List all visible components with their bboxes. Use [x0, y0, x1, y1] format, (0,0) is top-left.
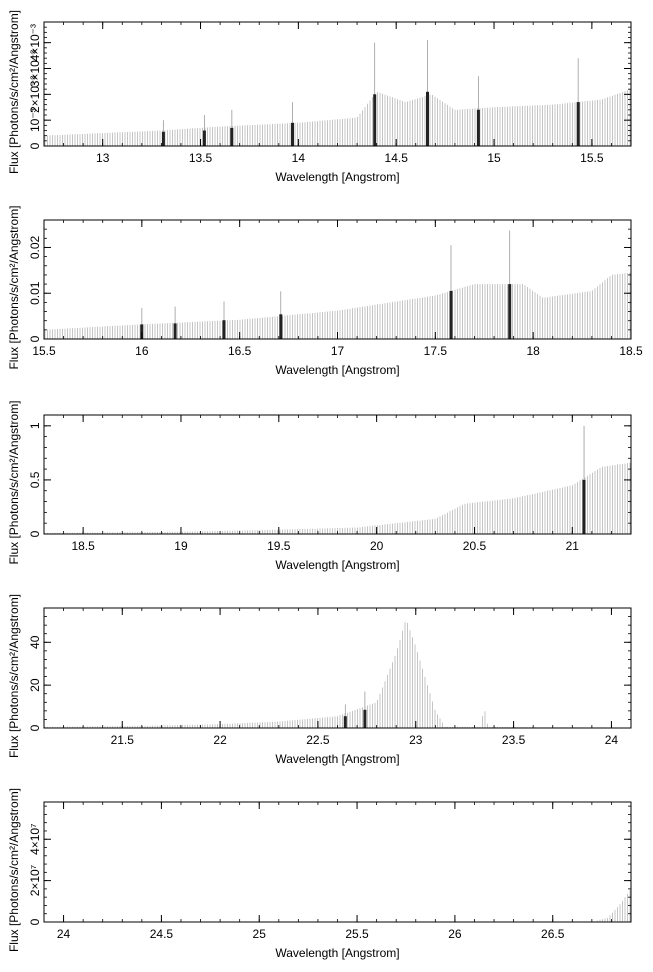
- x-tick-label: 21: [566, 539, 580, 553]
- emission-line-bar: [279, 314, 283, 339]
- emission-line-bar: [230, 127, 234, 146]
- x-tick-label: 23.5: [502, 733, 526, 747]
- x-tick-label: 16.5: [228, 344, 252, 358]
- y-axis-title: Flux [Photons/s/cm²/Angstrom]: [7, 205, 21, 369]
- y-tick-label: 0: [28, 918, 42, 925]
- x-tick-label: 17: [331, 344, 345, 358]
- x-axis-title: Wavelength [Angstrom]: [275, 558, 399, 572]
- x-tick-label: 14.5: [385, 151, 409, 165]
- x-tick-label: 25: [253, 927, 267, 941]
- y-tick-label: 0: [28, 335, 42, 342]
- y-tick-label: 0: [28, 530, 42, 537]
- x-tick-label: 14: [292, 151, 306, 165]
- x-tick-label: 26: [448, 927, 462, 941]
- x-tick-label: 13.5: [189, 151, 213, 165]
- emission-line-bar: [508, 284, 512, 339]
- emission-line-bar: [363, 709, 367, 728]
- x-axis-title: Wavelength [Angstrom]: [275, 170, 399, 184]
- x-axis-title: Wavelength [Angstrom]: [275, 363, 399, 377]
- emission-line-bar: [173, 323, 177, 339]
- y-tick-label: 10⁻³: [28, 108, 42, 132]
- y-tick-label: 0.01: [28, 281, 42, 305]
- chart-panel-3: 18.5 19 19.5 20 20.5 21 0 0.5 1 Wavelength [Angst…: [7, 400, 632, 572]
- y-tick-label: 2×10⁷: [28, 865, 42, 896]
- x-tick-label: 21.5: [111, 733, 135, 747]
- continuum-series: [592, 890, 631, 922]
- x-tick-label: 22.5: [306, 733, 330, 747]
- x-axis-title: Wavelength [Angstrom]: [275, 946, 399, 960]
- chart-panel-2: 15.5 16 16.5 17 17.5 18 18.5 0 0.01 0.02 Wavelengt…: [7, 205, 643, 377]
- y-tick-label: 4×10⁻³: [28, 24, 42, 61]
- x-tick-label: 13: [96, 151, 110, 165]
- y-tick-label: 0.02: [28, 235, 42, 259]
- y-tick-label: 1: [28, 422, 42, 429]
- x-tick-label: 26.5: [541, 927, 565, 941]
- emission-line-bar: [582, 479, 586, 534]
- y-tick-label: 0: [28, 142, 42, 149]
- x-axis-title: Wavelength [Angstrom]: [275, 752, 399, 766]
- x-tick-label: 18.5: [619, 344, 643, 358]
- x-tick-label: 25.5: [345, 927, 369, 941]
- y-tick-label: 40: [28, 635, 42, 649]
- x-tick-label: 24: [57, 927, 71, 941]
- chart-panel-1: 13 13.5 14 14.5 15 15.5 0 10⁻³2×10⁻³3×10⁻³4×10⁻…: [7, 10, 632, 184]
- x-tick-label: 20.5: [463, 539, 487, 553]
- x-tick-label: 18.5: [71, 539, 95, 553]
- x-tick-label: 19: [174, 539, 188, 553]
- chart-panel-5: 24 24.5 25 25.5 26 26.5 0 2×10⁷ 4×10⁷ Wavelength …: [7, 788, 632, 960]
- y-tick-label: 3×10⁻³: [28, 50, 42, 87]
- y-tick-label: 0.5: [28, 471, 42, 488]
- emission-line-bar: [140, 324, 144, 339]
- y-tick-label: 0: [28, 724, 42, 731]
- x-tick-label: 17.5: [424, 344, 448, 358]
- continuum-series: [44, 272, 631, 339]
- plot-frame: [43, 801, 632, 923]
- chart-panel-4: 21.5 22 22.5 23 23.5 24 0 20 40 Wavelength [Angst…: [7, 594, 632, 766]
- x-tick-label: 16: [135, 344, 149, 358]
- y-tick-label: 2×10⁻³: [28, 76, 42, 113]
- emission-line-bar: [426, 91, 429, 147]
- x-tick-label: 23: [409, 733, 423, 747]
- emission-line-bar: [373, 94, 377, 146]
- emission-line-bar: [222, 320, 226, 339]
- y-axis-title: Flux [Photons/s/cm²/Angstrom]: [7, 10, 21, 174]
- x-tick-label: 22: [213, 733, 227, 747]
- y-axis-title: Flux [Photons/s/cm²/Angstrom]: [7, 788, 21, 952]
- x-tick-label: 15.5: [32, 344, 56, 358]
- continuum-series: [44, 462, 631, 534]
- plot-frame: [43, 607, 632, 729]
- emission-line-bar: [161, 131, 165, 146]
- emission-line-bar: [343, 716, 347, 728]
- continuum-series: [44, 622, 631, 728]
- x-tick-label: 19.5: [267, 539, 291, 553]
- emission-line-bar: [202, 130, 206, 146]
- y-axis-title: Flux [Photons/s/cm²/Angstrom]: [7, 594, 21, 758]
- emission-line-bar: [576, 102, 580, 146]
- x-tick-label: 15.5: [580, 151, 604, 165]
- emission-line-bar: [291, 122, 294, 147]
- y-tick-label: 4×10⁷: [28, 824, 42, 855]
- x-tick-label: 24: [605, 733, 619, 747]
- emission-line-bar: [476, 109, 480, 146]
- continuum-series: [44, 89, 631, 146]
- x-tick-label: 15: [487, 151, 501, 165]
- emission-line-bar: [449, 290, 453, 339]
- x-tick-label: 24.5: [150, 927, 174, 941]
- x-tick-label: 18: [526, 344, 540, 358]
- x-tick-label: 20: [370, 539, 384, 553]
- y-tick-label: 20: [28, 678, 42, 692]
- y-axis-title: Flux [Photons/s/cm²/Angstrom]: [7, 400, 21, 564]
